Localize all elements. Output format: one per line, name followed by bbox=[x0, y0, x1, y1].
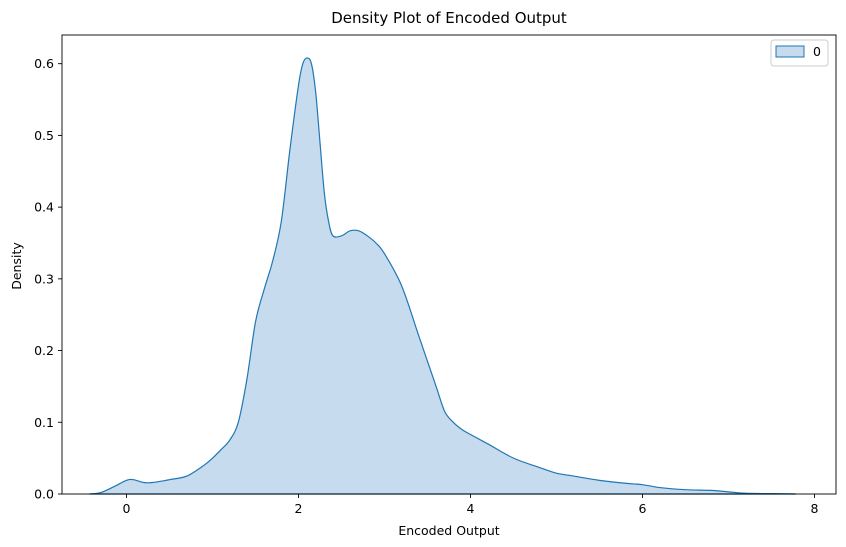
y-tick-label: 0.6 bbox=[34, 56, 54, 71]
x-tick-label: 2 bbox=[295, 501, 303, 516]
x-tick-label: 0 bbox=[123, 501, 131, 516]
y-tick-label: 0.5 bbox=[34, 128, 54, 143]
x-tick-label: 6 bbox=[639, 501, 647, 516]
axes-frame bbox=[61, 34, 837, 495]
plot-area bbox=[61, 34, 837, 495]
chart-title: Density Plot of Encoded Output bbox=[331, 9, 567, 27]
x-axis: 0 2 4 6 8 bbox=[123, 494, 819, 516]
x-axis-title: Encoded Output bbox=[398, 523, 499, 538]
y-tick-label: 0.1 bbox=[34, 415, 54, 430]
y-tick-label: 0.3 bbox=[34, 271, 54, 286]
legend-label: 0 bbox=[813, 44, 821, 59]
x-tick-label: 4 bbox=[467, 501, 475, 516]
legend-swatch bbox=[775, 45, 805, 58]
density-line bbox=[89, 57, 796, 495]
y-axis-title: Density bbox=[9, 242, 24, 290]
y-tick-label: 0.0 bbox=[34, 487, 54, 502]
x-tick-label: 8 bbox=[811, 501, 819, 516]
y-axis: 0.0 0.1 0.2 0.3 0.4 0.5 0.6 bbox=[34, 56, 62, 502]
density-area bbox=[89, 57, 796, 494]
y-tick-label: 0.2 bbox=[34, 343, 54, 358]
legend: 0 bbox=[770, 39, 829, 67]
y-tick-label: 0.4 bbox=[34, 200, 54, 215]
